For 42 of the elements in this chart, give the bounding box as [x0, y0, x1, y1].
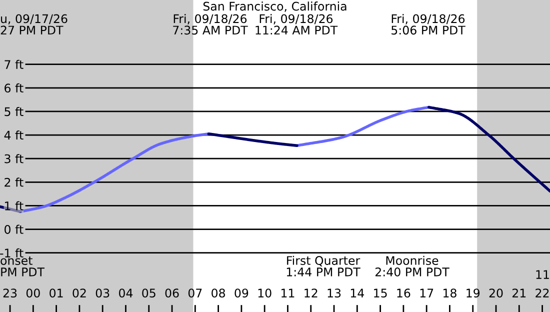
annotation: u, 09/17/26 27 PM PDT: [0, 14, 68, 34]
x-tick-label: 05: [142, 288, 156, 298]
y-tick-label: 5 ft: [4, 106, 24, 116]
x-tick-label: 12: [304, 288, 318, 298]
x-tick-label: 00: [26, 288, 40, 298]
y-tick-label: 3 ft: [4, 154, 24, 164]
x-tick-label: 16: [397, 288, 410, 298]
x-tick-label: 20: [489, 288, 503, 298]
chart-title: San Francisco, California: [203, 2, 346, 12]
x-tick-label: 10: [258, 288, 272, 298]
annotation: Fri, 09/18/26 5:06 PM PDT: [392, 14, 466, 35]
annotation: Moonrise 2:40 PM PDT: [375, 256, 450, 276]
x-tick-label: 22: [536, 288, 549, 298]
annotation: onset PM PDT: [0, 256, 45, 276]
x-tick-label: 07: [188, 288, 202, 298]
x-tick-label: 18: [444, 288, 456, 298]
x-tick-label: 13: [328, 288, 341, 298]
x-tick-label: 08: [212, 288, 226, 298]
y-tick-label: 6 ft: [4, 83, 24, 93]
y-tick-label: 0 ft: [4, 224, 24, 234]
y-tick-label: 7 ft: [4, 60, 24, 69]
annotation: First Quarter 1:44 PM PDT: [286, 256, 360, 276]
x-tick-label: 09: [234, 288, 248, 298]
x-tick-label: 04: [119, 288, 133, 298]
x-tick-label: 03: [96, 288, 110, 298]
y-tick-label: 4 ft: [4, 130, 24, 140]
x-tick-label: 11: [282, 288, 294, 298]
x-tick-label: 19: [466, 288, 480, 298]
x-tick-label: 21: [512, 288, 526, 298]
annotation: 11: [536, 270, 549, 279]
y-tick-label: -1 ft: [0, 248, 24, 258]
y-tick-label: 1 ft: [5, 201, 24, 210]
x-tick-label: 23: [3, 288, 17, 298]
annotation: Fri, 09/18/26 7:35 AM PDT: [173, 14, 248, 35]
annotation: Fri, 09/18/26 11:24 AM PDT: [256, 14, 338, 34]
x-tick-label: 17: [420, 288, 434, 298]
x-tick-label: 14: [350, 288, 364, 298]
y-tick-label: 2 ft: [4, 178, 24, 187]
x-tick-label: 15: [374, 288, 387, 298]
x-tick-label: 02: [72, 288, 86, 298]
x-tick-label: 06: [165, 288, 179, 298]
x-tick-label: 01: [50, 288, 63, 298]
